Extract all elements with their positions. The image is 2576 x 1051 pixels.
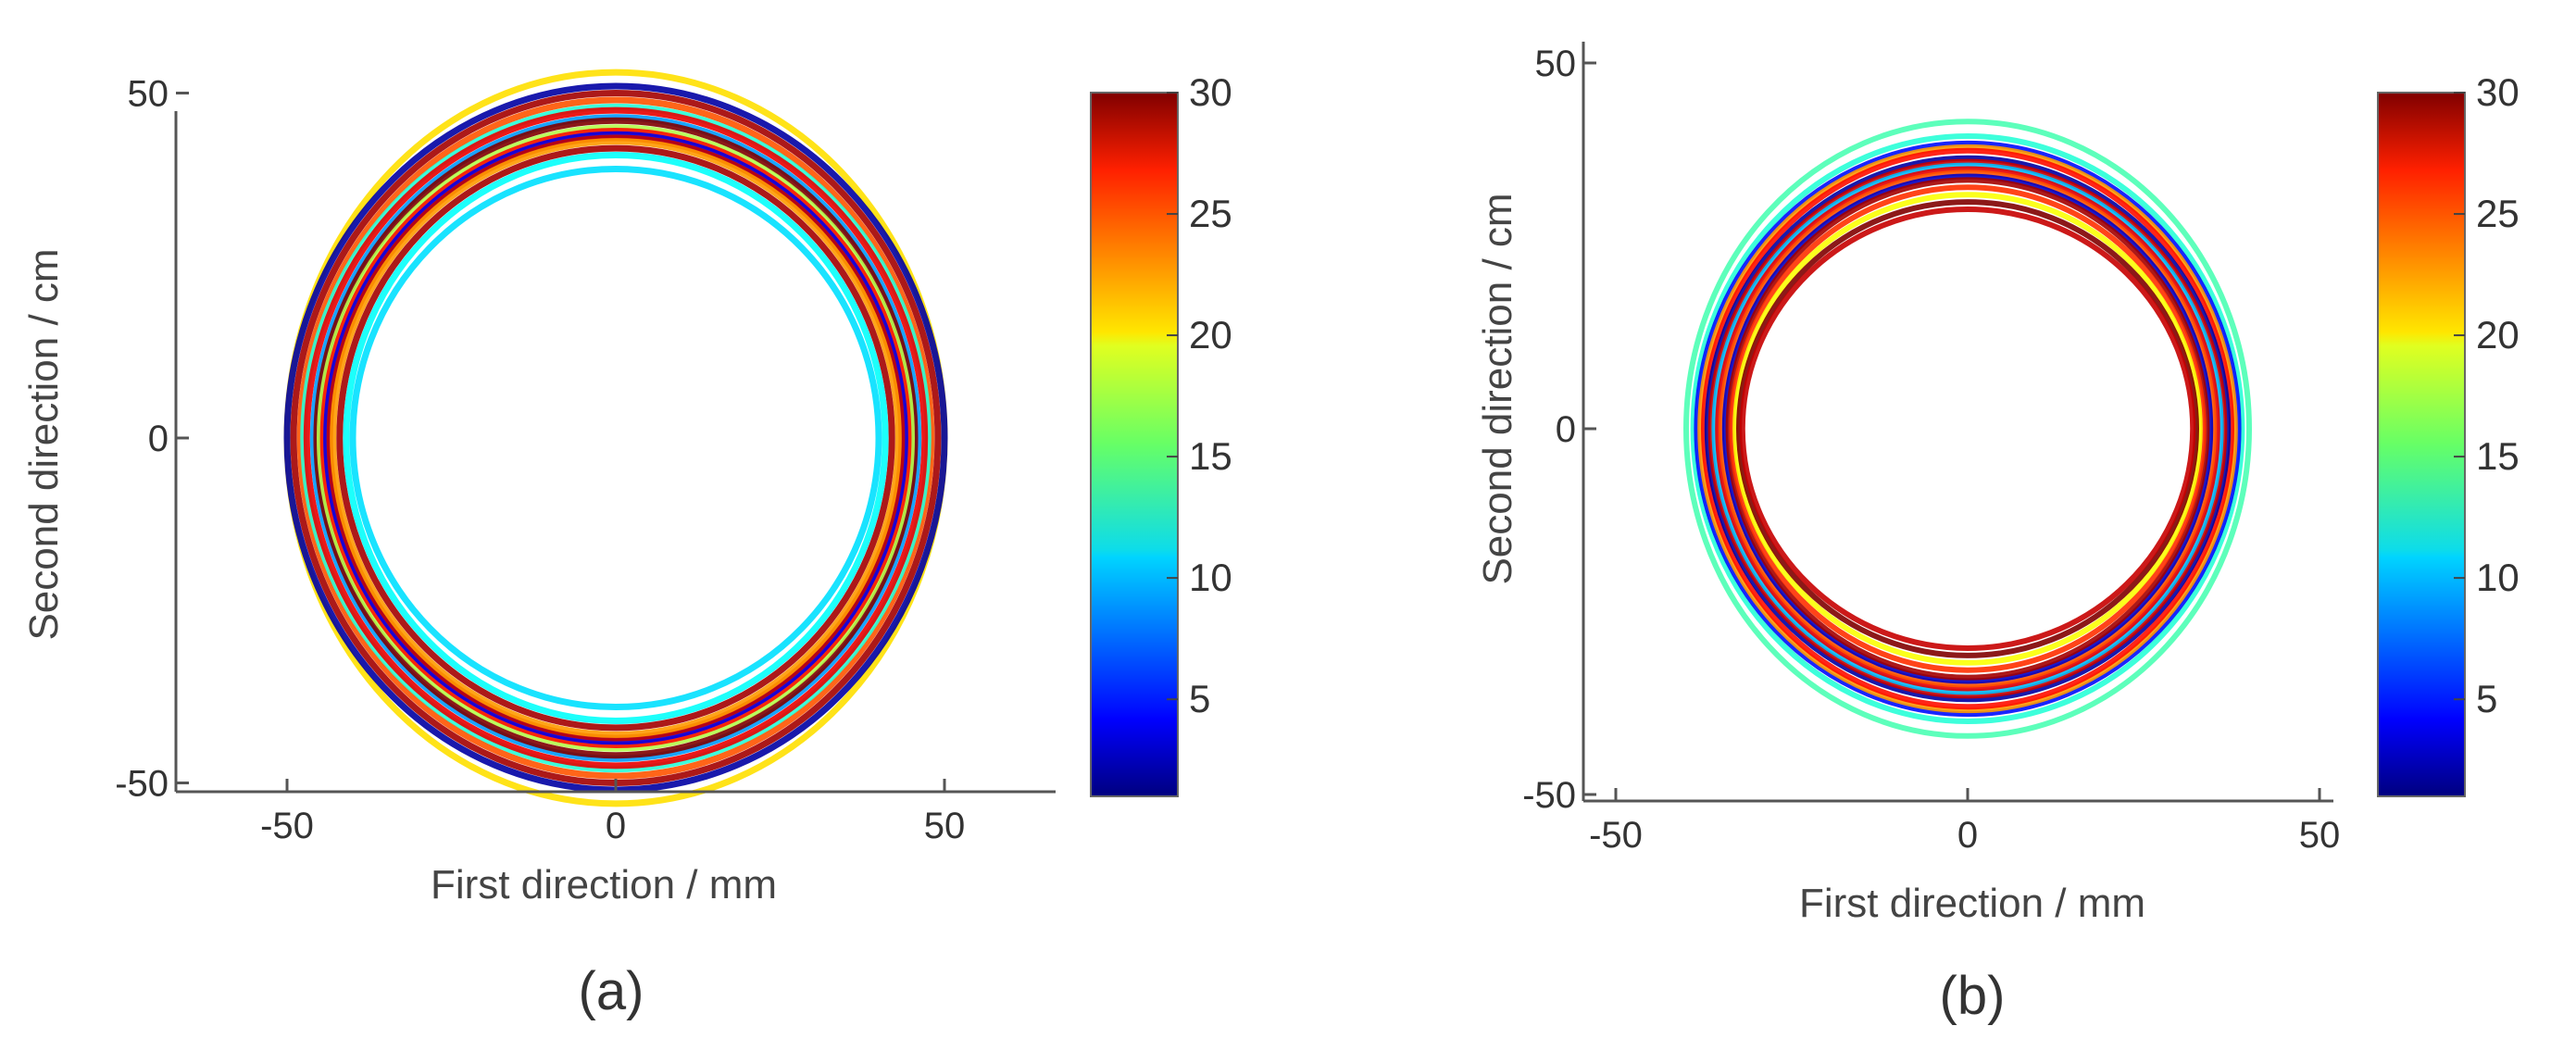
panel-a-ring-7 [313, 117, 919, 759]
panel-b-colorbar-tick-label: 30 [2476, 70, 2520, 114]
panel-a-ring-4 [300, 103, 932, 773]
panel-b-y-axis-label: Second direction / cm [1475, 193, 1520, 584]
panel-a-ring-3 [296, 96, 935, 780]
panel-b-colorbar-tick-label: 15 [2476, 434, 2520, 478]
panel-b-colorbar [2377, 92, 2466, 797]
panel-a-colorbar-tick-label: 5 [1189, 677, 1210, 720]
panel-b-rings [1683, 119, 2252, 739]
panel-a-colorbar-tick-label: 15 [1189, 434, 1232, 478]
panel-a-label: (a) [579, 961, 644, 1021]
panel-b-colorbar-tick-label: 25 [2476, 192, 2520, 235]
panel-a-colorbar-tick-label: 20 [1189, 313, 1232, 357]
panel-b-ring-14 [1736, 199, 2199, 658]
panel-a-ring-9 [319, 127, 912, 749]
panel-a-y-tick-label: -50 [115, 764, 169, 805]
panel-a-x-axis-label: First direction / mm [431, 862, 777, 907]
panel-a-ring-6 [309, 114, 922, 762]
panel-a-ring-8 [317, 124, 915, 752]
panel-a-y-tick-label: 0 [148, 419, 169, 459]
panel-b-ring-8 [1715, 166, 2220, 692]
panel-b-x-axis-label: First direction / mm [1799, 881, 2145, 926]
panel-b-ring-1 [1690, 133, 2245, 724]
panel-a-ring-15 [349, 165, 882, 711]
panel-a-ring-11 [326, 134, 906, 742]
panel-a-ring-14 [343, 152, 889, 724]
panel-b-y-tick-label: 50 [1535, 44, 1577, 84]
panel-b-ring-0 [1683, 119, 2252, 739]
panel-a-y-tick-label: 50 [128, 74, 169, 115]
panel-a-colorbar-tick-label: 25 [1189, 192, 1232, 235]
panel-b-y-ticks: -50 0 50 [1522, 44, 1596, 816]
panel-a-x-ticks: -50 0 50 [260, 779, 965, 846]
panel-a-y-ticks: -50 0 50 [115, 74, 189, 805]
panel-b-colorbar-tick-label: 20 [2476, 313, 2520, 357]
panel-a-ring-5 [303, 106, 929, 769]
panel-b-ring-2 [1694, 140, 2242, 718]
panel-b-colorbar-tick-label: 5 [2476, 677, 2497, 720]
panel-b-x-ticks: -50 0 50 [1589, 788, 2340, 856]
panel-b-y-tick-label: -50 [1522, 775, 1576, 816]
panel-a-ring-12 [330, 138, 902, 738]
panel-b-ring-13 [1732, 192, 2203, 666]
panel-b-ring-11 [1725, 177, 2210, 681]
panel-a-colorbar-tick-label: 10 [1189, 556, 1232, 599]
panel-b-x-tick-label: 0 [1957, 815, 1978, 856]
panel-b-colorbar-tick-label: 10 [2476, 556, 2520, 599]
panel-b-ring-12 [1729, 184, 2207, 673]
panel-b-x-tick-label: -50 [1589, 815, 1643, 856]
panel-b-ring-10 [1721, 173, 2214, 684]
panel-b-ring-7 [1711, 162, 2224, 695]
panel-b-colorbar-ticks: 5 10 15 20 25 30 [2454, 70, 2520, 720]
panel-a-colorbar-ticks: 5 10 15 20 25 30 [1167, 70, 1232, 720]
panel-b-ring-6 [1707, 158, 2228, 699]
panel-a-colorbar [1090, 92, 1179, 797]
panel-b-ring-15 [1739, 206, 2196, 651]
panel-b-label: (b) [1940, 966, 2006, 1026]
panel-a-ring-13 [336, 144, 895, 732]
panel-a-x-tick-label: 0 [606, 806, 626, 846]
panel-a-ring-1 [283, 82, 948, 794]
panel-b-ring-5 [1704, 155, 2232, 703]
panel-a-y-axis-label: Second direction / cm [21, 248, 67, 640]
panel-a-x-tick-label: 50 [924, 806, 966, 846]
panel-a-ring-10 [323, 131, 908, 745]
panel-a: -50 0 50 -50 0 50 First direction / mm Secon… [21, 69, 1232, 1021]
panel-a-ring-2 [290, 90, 942, 786]
panel-b-ring-9 [1719, 169, 2217, 688]
panel-b-ring-4 [1701, 147, 2234, 710]
panel-b-ring-3 [1697, 144, 2238, 714]
panel-a-colorbar-tick-label: 30 [1189, 70, 1232, 114]
panel-a-rings [283, 69, 948, 807]
panel-b: -50 0 50 -50 0 50 First direction / mm Secon… [1475, 42, 2520, 1026]
panel-a-x-tick-label: -50 [260, 806, 314, 846]
panel-b-x-tick-label: 50 [2299, 815, 2341, 856]
panel-a-ring-0 [283, 69, 948, 807]
panel-b-y-tick-label: 0 [1556, 409, 1576, 450]
